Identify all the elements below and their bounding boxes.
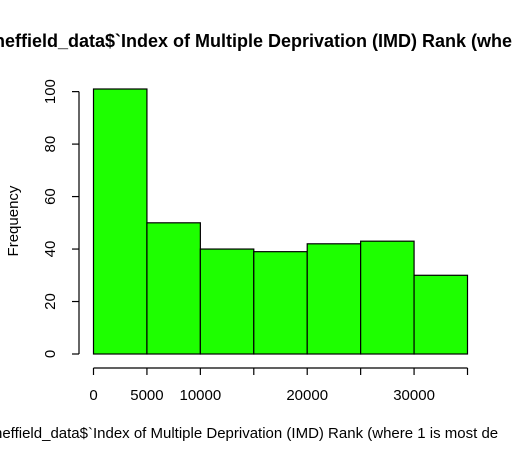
y-tick-label: 0 [42,350,59,358]
histogram-bar [146,222,201,355]
x-tick-label: 30000 [393,387,435,404]
histogram-bar [92,88,148,355]
x-axis-label: heffield_data$`Index of Multiple Depriva… [0,425,498,442]
x-tick-label: 5000 [130,387,163,404]
y-tick-label: 100 [42,79,59,104]
x-axis: 0 5000 10000 20000 30000 [89,367,469,404]
y-tick-label: 60 [42,188,59,205]
histogram-bar [360,240,415,355]
x-tick-label: 10000 [179,387,221,404]
y-tick-label: 40 [42,241,59,258]
bars-group [92,88,469,355]
x-tick-label: 0 [89,387,97,404]
chart-title: heffield_data$`Index of Multiple Depriva… [0,31,512,51]
y-axis: 0 20 40 60 80 100 [42,79,80,358]
histogram-bar [199,248,255,355]
y-axis-label: Frequency [5,185,22,256]
histogram-bar [253,251,308,355]
histogram-bar [413,274,469,355]
x-tick-label: 20000 [286,387,328,404]
y-tick-label: 20 [42,293,59,310]
y-tick-label: 80 [42,136,59,153]
histogram-bar [306,243,362,355]
